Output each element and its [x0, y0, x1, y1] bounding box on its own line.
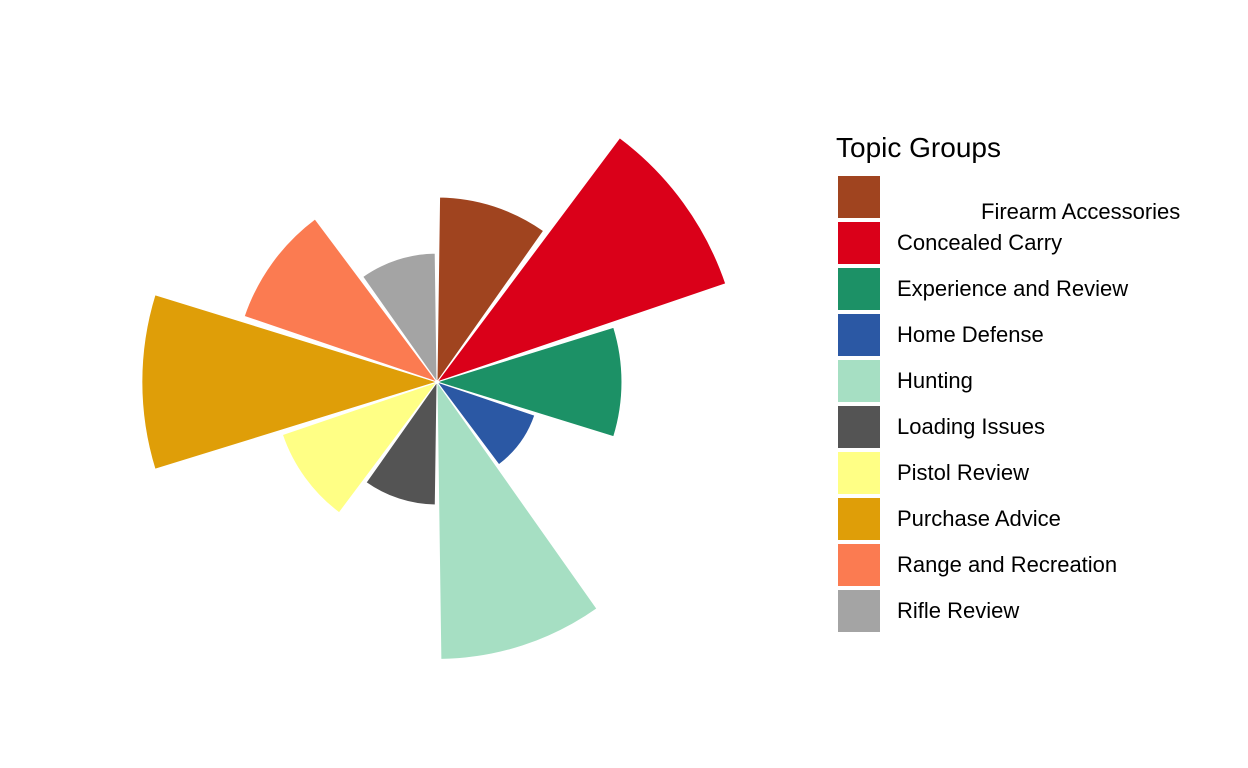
- legend-label: Rifle Review: [897, 598, 1019, 623]
- wedge-firearm-accessories: [436, 196, 545, 384]
- legend-key-rifle-review: [838, 590, 880, 632]
- legend-key-loading-issues: [838, 406, 880, 448]
- legend-label: Loading Issues: [897, 414, 1045, 439]
- chart-wedges: [141, 137, 727, 660]
- legend-label: Concealed Carry: [897, 230, 1062, 255]
- legend-key-hunting: [838, 360, 880, 402]
- legend-label: Experience and Review: [897, 276, 1128, 301]
- legend: Topic Groups Firearm Accessories Conceale…: [836, 132, 1180, 632]
- legend-label: Firearm Accessories: [981, 199, 1180, 224]
- wedge-hunting: [436, 380, 598, 660]
- wedge-concealed-carry: [435, 137, 727, 383]
- legend-items: Firearm Accessories Concealed Carry Experi…: [838, 176, 1180, 632]
- legend-label: Purchase Advice: [897, 506, 1061, 531]
- legend-key-range-and-recreation: [838, 544, 880, 586]
- legend-label: Range and Recreation: [897, 552, 1117, 577]
- wedge-loading-issues: [365, 380, 438, 506]
- wedge-experience-and-review: [435, 326, 623, 438]
- legend-key-home-defense: [838, 314, 880, 356]
- legend-label: Pistol Review: [897, 460, 1029, 485]
- wedge-range-and-recreation: [243, 218, 439, 383]
- legend-key-firearm-accessories: [838, 176, 880, 218]
- legend-key-pistol-review: [838, 452, 880, 494]
- legend-key-purchase-advice: [838, 498, 880, 540]
- legend-label: Home Defense: [897, 322, 1044, 347]
- wedge-home-defense: [435, 381, 536, 466]
- wedge-rifle-review: [362, 252, 438, 384]
- wedge-pistol-review: [281, 381, 439, 514]
- wedge-purchase-advice: [141, 294, 439, 470]
- legend-title: Topic Groups: [836, 132, 1001, 163]
- legend-key-experience-and-review: [838, 268, 880, 310]
- legend-key-concealed-carry: [838, 222, 880, 264]
- legend-label: Hunting: [897, 368, 973, 393]
